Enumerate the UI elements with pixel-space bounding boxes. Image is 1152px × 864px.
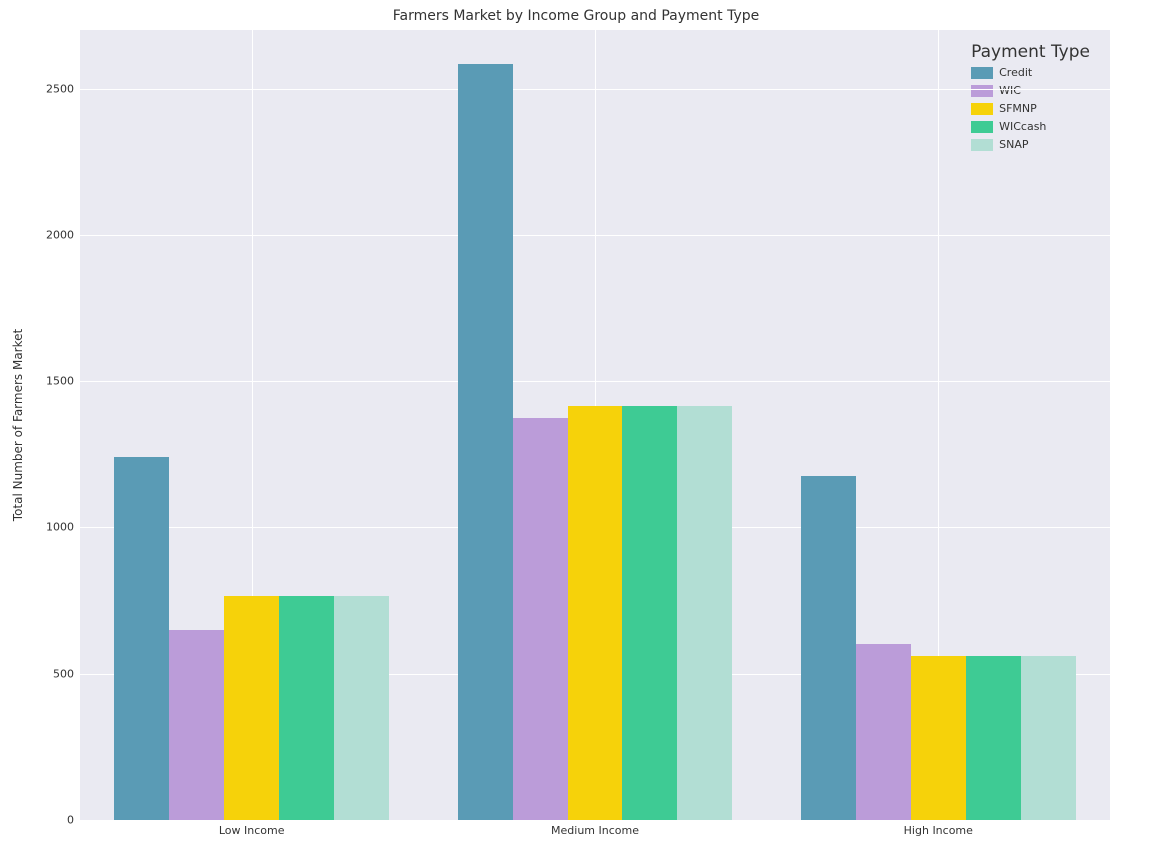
chart-title: Farmers Market by Income Group and Payme… (0, 8, 1152, 24)
bar-snap (677, 406, 732, 820)
legend: Payment Type CreditWICSFMNPWICcashSNAP (971, 42, 1090, 154)
x-tick-label: Medium Income (551, 824, 639, 837)
bar-credit (458, 64, 513, 820)
x-tick-label: Low Income (219, 824, 285, 837)
bar-wic (856, 644, 911, 820)
legend-swatch (971, 103, 993, 115)
y-tick-label: 2000 (4, 228, 74, 241)
y-tick-label: 0 (4, 814, 74, 827)
bar-snap (1021, 656, 1076, 820)
legend-swatch (971, 85, 993, 97)
legend-swatch (971, 121, 993, 133)
y-axis-label: Total Number of Farmers Market (11, 329, 25, 521)
bar-credit (114, 457, 169, 820)
y-tick-label: 1500 (4, 375, 74, 388)
legend-item: SNAP (971, 136, 1090, 154)
y-tick-label: 1000 (4, 521, 74, 534)
bar-wiccash (279, 596, 334, 820)
bar-snap (334, 596, 389, 820)
legend-swatch (971, 67, 993, 79)
legend-label: SFMNP (999, 100, 1037, 118)
legend-label: SNAP (999, 136, 1028, 154)
legend-label: Credit (999, 64, 1032, 82)
bar-sfmnp (568, 406, 623, 820)
bar-wiccash (622, 406, 677, 820)
bar-wiccash (966, 656, 1021, 820)
bar-sfmnp (911, 656, 966, 820)
gridline-h (80, 820, 1110, 821)
bar-wic (169, 630, 224, 820)
y-tick-label: 500 (4, 667, 74, 680)
legend-items: CreditWICSFMNPWICcashSNAP (971, 64, 1090, 154)
x-tick-label: High Income (904, 824, 973, 837)
chart-container: Farmers Market by Income Group and Payme… (0, 0, 1152, 864)
legend-label: WICcash (999, 118, 1046, 136)
legend-title: Payment Type (971, 42, 1090, 62)
plot-area: Payment Type CreditWICSFMNPWICcashSNAP (80, 30, 1110, 820)
legend-item: Credit (971, 64, 1090, 82)
y-tick-label: 2500 (4, 82, 74, 95)
bar-wic (513, 418, 568, 820)
legend-item: WICcash (971, 118, 1090, 136)
legend-label: WIC (999, 82, 1021, 100)
bar-credit (801, 476, 856, 820)
legend-swatch (971, 139, 993, 151)
legend-item: SFMNP (971, 100, 1090, 118)
legend-item: WIC (971, 82, 1090, 100)
bar-sfmnp (224, 596, 279, 820)
